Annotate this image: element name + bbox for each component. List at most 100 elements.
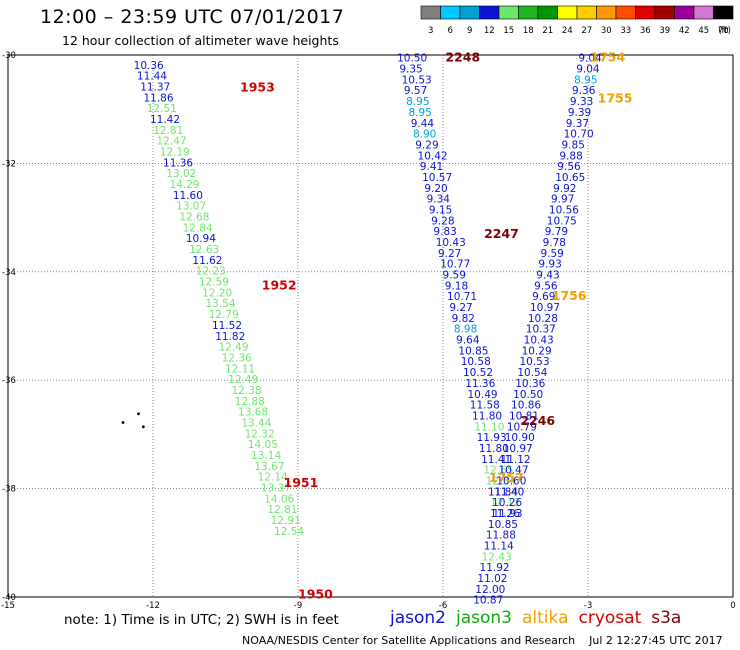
color-scale-label: 24 [562, 26, 573, 36]
wave-height-value: 11.80 [472, 410, 502, 422]
wave-height-value: 9.88 [559, 150, 582, 162]
wave-height-value: 9.44 [411, 118, 435, 130]
color-scale-label: 70 [718, 26, 729, 36]
page-subtitle: 12 hour collection of altimeter wave hei… [62, 33, 339, 48]
pass-time-label: 1755 [598, 90, 633, 105]
wave-height-value: 10.29 [522, 345, 552, 357]
wave-height-value: 12.88 [235, 396, 265, 408]
wave-height-value: 11.88 [486, 530, 516, 542]
wave-height-value: 13.07 [176, 201, 206, 213]
wave-height-value: 14.06 [264, 493, 294, 505]
wave-height-value: 9.64 [456, 335, 480, 347]
wave-height-value: 10.54 [517, 367, 547, 379]
wave-height-value: 12.19 [160, 146, 190, 158]
wave-height-value: 11.80 [479, 443, 509, 455]
wave-height-value: 9.43 [536, 270, 559, 282]
legend-jason2: jason2 [390, 608, 446, 628]
wave-height-value: 9.79 [545, 226, 568, 238]
color-scale-label: 6 [448, 26, 453, 36]
lat-tick-label: -36 [2, 376, 16, 386]
wave-height-value: 11.12 [501, 454, 531, 466]
pass-time-label: 1950 [298, 586, 333, 601]
pass-time-label: 1953 [240, 80, 275, 95]
wave-height-value: 10.87 [473, 595, 503, 607]
wave-height-value: 9.69 [532, 291, 555, 303]
wave-height-value: 12.00 [475, 584, 505, 596]
wave-height-value: 12.49 [218, 342, 248, 354]
wave-height-value: 10.42 [418, 150, 448, 162]
wave-height-value: 10.52 [463, 367, 493, 379]
wave-height-value: 9.18 [445, 280, 468, 292]
color-scale-label: 45 [698, 26, 709, 36]
color-swatch [713, 5, 734, 20]
wave-height-value: 9.57 [404, 85, 427, 97]
wave-height-value: 9.35 [399, 64, 422, 76]
pass-time-label: 2248 [445, 50, 480, 65]
wave-height-value: 9.20 [424, 183, 447, 195]
wave-height-value: 10.36 [134, 60, 164, 72]
color-scale-label: 33 [620, 26, 631, 36]
wave-height-value: 12.49 [228, 374, 258, 386]
wave-height-value: 10.43 [524, 335, 554, 347]
color-scale-label: 3 [428, 26, 433, 36]
wave-height-value: 12.12 [490, 497, 520, 509]
footer-center: NOAA/NESDIS Center for Satellite Applica… [242, 634, 576, 647]
pass-time-label: 1951 [284, 475, 319, 490]
wave-height-value: 8.90 [413, 129, 436, 141]
island-marker [121, 421, 125, 424]
wave-height-value: 11.42 [150, 114, 180, 126]
wave-height-value: 11.02 [477, 573, 507, 585]
wave-height-value: 10.86 [511, 400, 541, 412]
map-frame [7, 54, 734, 598]
wave-height-value: 11.82 [215, 331, 245, 343]
wave-height-value: 12.54 [274, 526, 304, 538]
wave-height-value: 9.93 [538, 259, 561, 271]
lon-tick-label: -3 [584, 601, 592, 611]
color-scale-label: 27 [581, 26, 592, 36]
wave-height-value: 12.81 [153, 125, 183, 137]
page-title: 12:00 – 23:59 UTC 07/01/2017 [40, 6, 345, 28]
wave-height-value: 10.85 [458, 345, 488, 357]
wave-height-value: 9.85 [562, 139, 585, 151]
wave-height-value: 12.43 [482, 551, 512, 563]
satellite-legend: jason2 jason3 altika cryosat s3a [390, 608, 681, 628]
wave-height-value: 9.41 [420, 161, 443, 173]
wave-height-value: 11.36 [465, 378, 495, 390]
wave-height-value: 11.36 [163, 157, 193, 169]
lat-tick-label: -32 [2, 159, 16, 169]
wave-height-value: 10.37 [526, 324, 556, 336]
wave-height-value: 10.50 [397, 53, 427, 65]
wave-height-value: 10.60 [496, 475, 526, 487]
wave-height-value: 11.60 [173, 190, 203, 202]
wave-height-value: 11.92 [480, 562, 510, 574]
lat-tick-label: -34 [2, 268, 16, 278]
wave-height-value: 9.27 [438, 248, 461, 260]
wave-height-value: 9.56 [557, 161, 581, 173]
wave-height-value: 12.32 [245, 428, 275, 440]
wave-height-value: 13.37 [261, 483, 291, 495]
legend-cryosat: cryosat [578, 608, 642, 628]
color-scale-label: 36 [640, 26, 651, 36]
wave-height-value: 12.84 [183, 222, 213, 234]
wave-height-value: 11.41 [481, 454, 511, 466]
wave-height-value: 10.56 [549, 204, 579, 216]
wave-height-value: 8.98 [454, 324, 477, 336]
wave-height-value: 9.83 [433, 226, 456, 238]
wave-height-value: 12.14 [258, 472, 288, 484]
wave-height-value: 9.15 [429, 204, 452, 216]
wave-height-value: 10.70 [564, 129, 594, 141]
footer-line: NOAA/NESDIS Center for Satellite Applica… [242, 634, 723, 647]
wave-height-value: 9.34 [427, 194, 451, 206]
wave-height-value: 12.68 [179, 212, 209, 224]
pass-time-label: 1754 [590, 50, 625, 65]
wave-height-value: 11.40 [494, 486, 524, 498]
wave-height-value: 8.95 [406, 96, 429, 108]
lon-tick-label: -9 [294, 601, 302, 611]
color-scale-label: 18 [523, 26, 534, 36]
wave-height-value: 10.65 [555, 172, 585, 184]
island-marker [141, 425, 145, 429]
color-scale-label: 9 [467, 26, 472, 36]
lat-tick-label: -40 [2, 593, 16, 603]
pass-time-label: 2247 [484, 226, 519, 241]
wave-height-value: 11.37 [140, 81, 170, 93]
